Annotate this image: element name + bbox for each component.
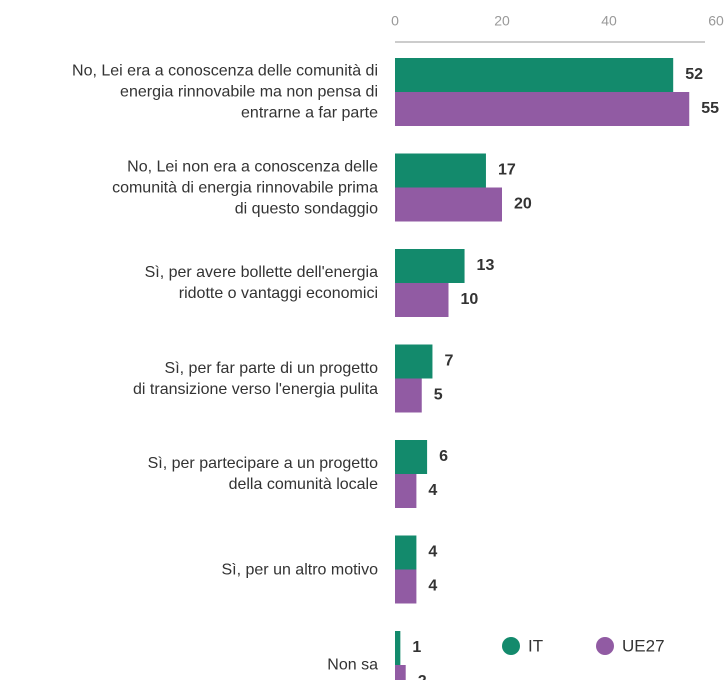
x-tick-label: 0 [391, 13, 399, 29]
value-label: 17 [498, 162, 516, 179]
bar [395, 631, 401, 665]
value-label: 55 [701, 100, 719, 117]
value-label: 10 [461, 291, 479, 308]
bar [395, 92, 690, 126]
value-label: 4 [428, 544, 437, 561]
legend-marker [596, 637, 614, 655]
category-label: Sì, per far parte di un progetto di tran… [133, 359, 378, 398]
value-label: 13 [477, 257, 495, 274]
bar [395, 440, 428, 474]
bar [395, 187, 502, 222]
value-label: 20 [514, 196, 532, 213]
value-label: 1 [412, 639, 421, 656]
value-label: 52 [685, 66, 703, 83]
value-label: 6 [439, 448, 448, 465]
x-tick-label: 60 [708, 13, 724, 29]
bar [395, 344, 433, 379]
bar [395, 378, 422, 413]
bar [395, 58, 674, 92]
bar [395, 665, 406, 680]
legend-label: IT [528, 636, 543, 655]
legend-marker [502, 637, 520, 655]
x-tick-label: 20 [494, 13, 510, 29]
category-label: Sì, per avere bollette dell'energia rido… [144, 264, 378, 302]
value-label: 7 [444, 353, 453, 370]
bar [395, 283, 449, 317]
bar [395, 249, 465, 283]
x-tick-label: 40 [601, 13, 617, 29]
bar [395, 153, 486, 188]
bar [395, 569, 417, 604]
legend-label: UE27 [622, 636, 665, 655]
category-label: Non sa [327, 656, 378, 674]
category-label: Sì, per un altro motivo [221, 561, 378, 578]
category-label: Sì, per partecipare a un progetto della … [147, 455, 378, 493]
category-label: No, Lei non era a conoscenza delle comun… [112, 158, 378, 217]
value-label: 4 [428, 578, 437, 595]
bar [395, 474, 417, 508]
value-label: 4 [428, 482, 437, 499]
value-label: 2 [418, 673, 427, 680]
category-label: No, Lei era a conoscenza delle comunità … [72, 62, 378, 122]
bar [395, 535, 417, 570]
value-label: 5 [434, 387, 443, 404]
